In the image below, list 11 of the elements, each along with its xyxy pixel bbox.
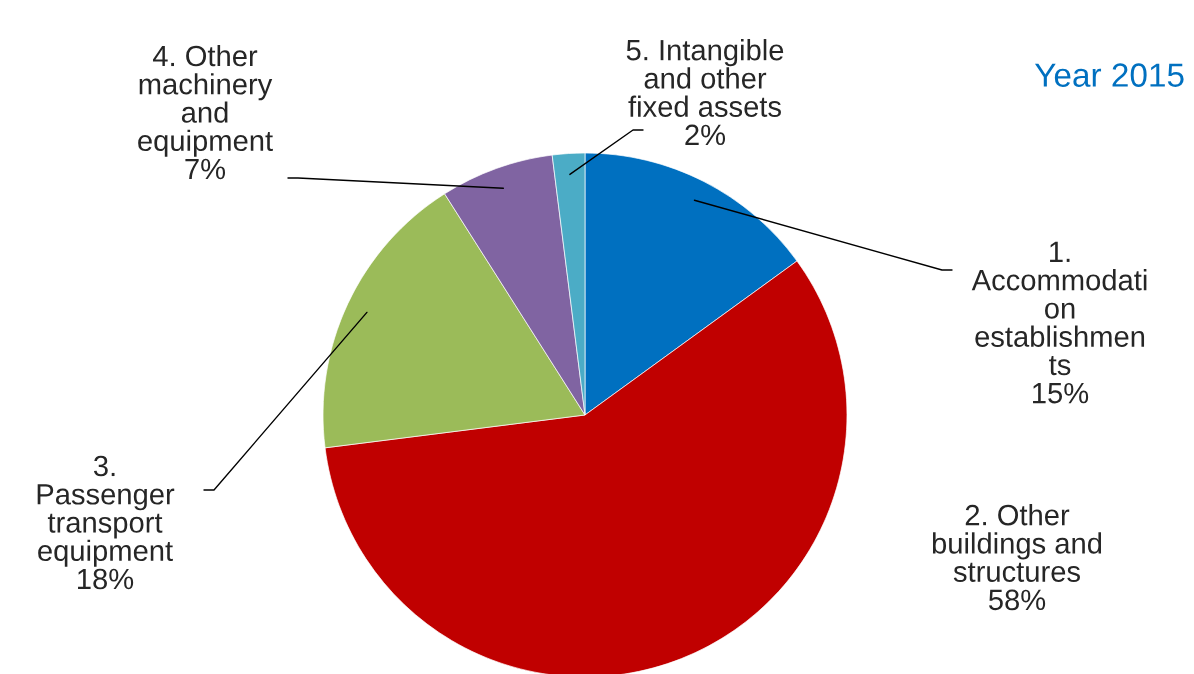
data-label: 18%: [78, 568, 134, 590]
slice-label: 4. Other machinery and equipment: [138, 44, 273, 157]
slice-label: 3. Passenger transport equipment: [37, 455, 175, 567]
data-label: 58%: [988, 589, 1046, 611]
slice-label: 1. Accommodati on establishmen ts: [971, 241, 1147, 376]
data-label: 7%: [185, 158, 226, 180]
text: Year 2015: [1034, 63, 1184, 87]
data-label: 2%: [685, 124, 726, 146]
slice-label: 2. Other buildings and structures: [932, 504, 1102, 582]
data-label: 15%: [1033, 382, 1089, 404]
slice-label: 5. Intangible and other fixed assets: [626, 39, 784, 117]
